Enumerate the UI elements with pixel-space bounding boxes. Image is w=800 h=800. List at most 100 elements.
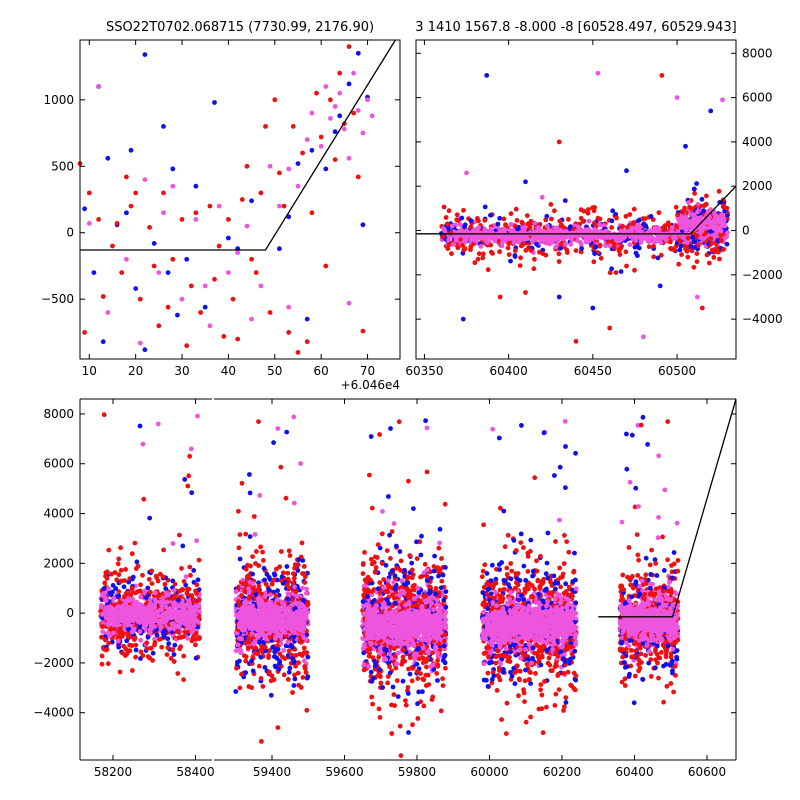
data-point [699, 305, 705, 311]
data-point [497, 249, 502, 255]
data-point [260, 614, 265, 620]
data-point [147, 589, 153, 595]
data-point [564, 250, 570, 255]
data-point [505, 245, 511, 251]
data-point [598, 255, 604, 261]
data-point [156, 636, 162, 642]
data-point [142, 347, 148, 353]
data-point [122, 578, 127, 583]
data-point [188, 603, 193, 609]
data-point [281, 648, 287, 653]
data-point [193, 655, 199, 661]
data-point [252, 638, 258, 644]
data-point [175, 312, 180, 318]
data-point [156, 270, 162, 275]
data-point [258, 654, 264, 660]
data-point [185, 636, 191, 641]
data-point [180, 543, 186, 549]
data-point [238, 647, 243, 653]
data-point [125, 632, 131, 638]
data-point [109, 571, 114, 577]
data-point [106, 640, 112, 646]
data-point [724, 241, 730, 247]
data-point [290, 602, 295, 608]
data-point [169, 621, 175, 627]
data-point [175, 603, 181, 609]
data-point [247, 618, 253, 623]
data-point [171, 652, 177, 657]
data-point [716, 249, 721, 255]
data-point [275, 588, 280, 594]
data-point [101, 591, 107, 596]
data-point [127, 606, 133, 612]
data-point [585, 210, 591, 216]
data-point [164, 599, 170, 605]
data-point [318, 143, 324, 149]
data-point [275, 725, 281, 730]
data-point [558, 245, 564, 251]
data-point [446, 208, 452, 214]
data-point [556, 139, 562, 145]
data-point [166, 591, 172, 597]
data-point [161, 634, 167, 639]
data-point [555, 227, 560, 233]
data-point [522, 225, 528, 231]
data-point [172, 609, 178, 615]
data-point [302, 607, 307, 613]
data-point [239, 593, 244, 598]
data-point [183, 574, 189, 580]
data-point [626, 229, 632, 234]
x-tick-label: 20 [128, 364, 143, 378]
data-point [216, 203, 222, 209]
data-point [460, 316, 466, 322]
data-point [194, 591, 199, 596]
data-point [476, 251, 482, 257]
data-point [191, 568, 197, 573]
data-point [105, 155, 111, 161]
data-point [512, 248, 518, 254]
data-point [250, 581, 256, 587]
data-point [285, 591, 291, 596]
data-point [141, 607, 147, 613]
data-point [563, 241, 568, 247]
data-point [718, 228, 724, 234]
data-point [160, 598, 166, 604]
data-point [269, 611, 275, 617]
data-point [279, 574, 285, 580]
data-point [258, 676, 264, 681]
data-point [517, 263, 523, 268]
data-point [552, 208, 557, 214]
data-point [239, 671, 244, 677]
data-point [586, 218, 592, 224]
data-point [287, 585, 292, 591]
data-point [226, 217, 231, 222]
data-point [100, 294, 106, 299]
data-point [543, 217, 549, 223]
data-point [253, 270, 259, 275]
data-point [171, 601, 177, 607]
data-point [644, 230, 650, 236]
data-point [290, 656, 295, 661]
data-point [272, 97, 278, 103]
data-point [341, 126, 347, 132]
data-point [158, 624, 164, 630]
data-point [295, 161, 301, 167]
data-point [105, 310, 111, 315]
data-point [662, 226, 667, 232]
data-point [691, 186, 697, 192]
data-point [450, 242, 456, 247]
data-point [128, 147, 134, 153]
x-offset-label: +6.046e4 [341, 378, 400, 392]
data-point [184, 343, 190, 349]
data-point [407, 671, 413, 677]
data-point [304, 316, 310, 322]
data-point [278, 549, 284, 554]
data-point [714, 246, 720, 251]
data-point [262, 594, 268, 599]
data-point [556, 294, 562, 300]
data-point [142, 177, 148, 183]
data-point [261, 558, 266, 563]
data-point [360, 328, 366, 334]
data-point [268, 692, 274, 698]
